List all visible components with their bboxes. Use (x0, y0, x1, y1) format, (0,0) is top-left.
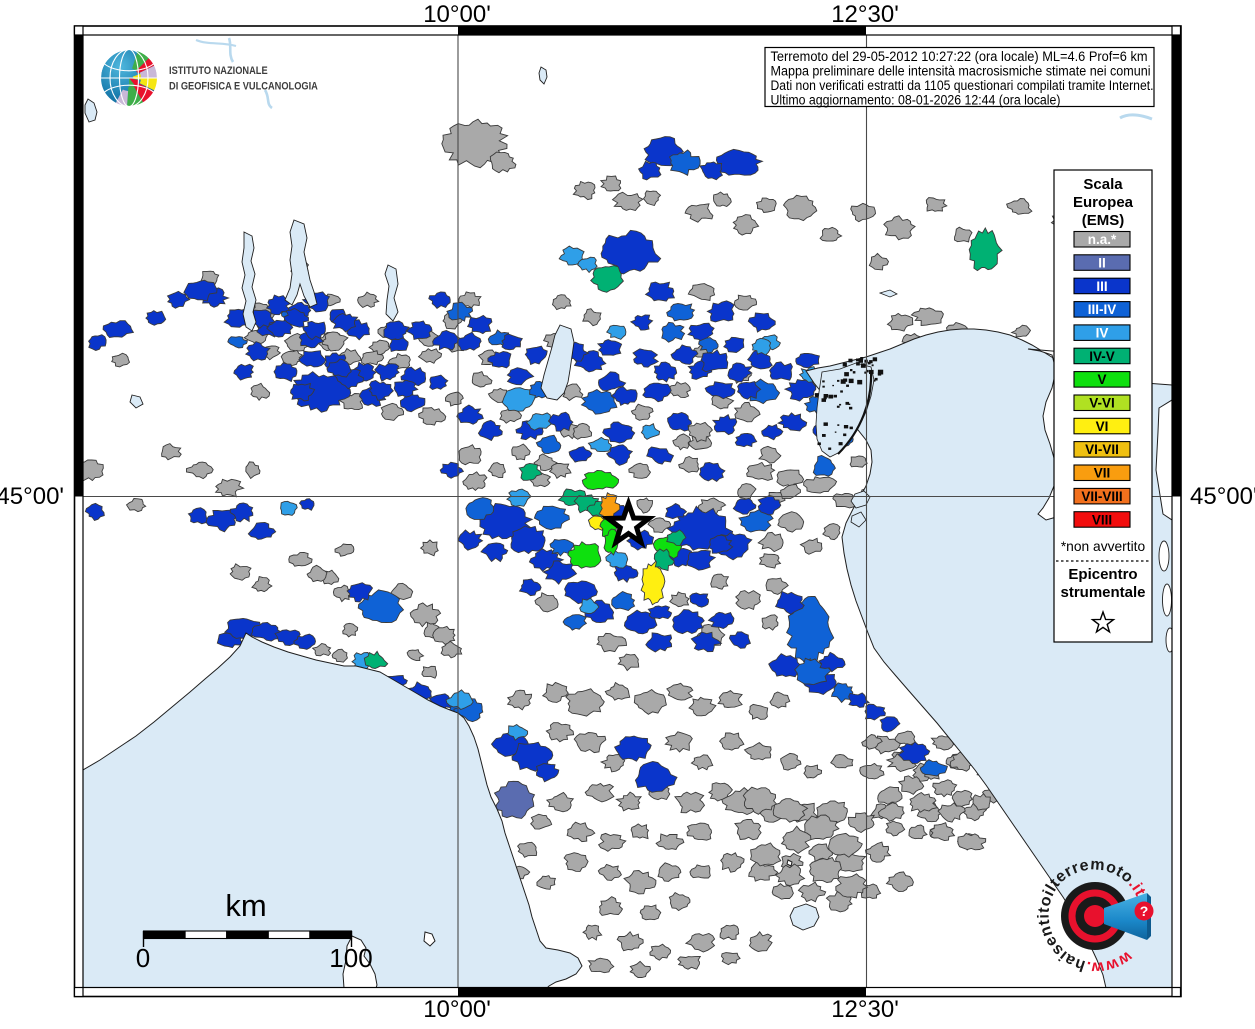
svg-text:km: km (225, 888, 266, 923)
svg-text:Dati non verificati estratti d: Dati non verificati estratti da 1105 que… (771, 78, 1154, 93)
svg-text:10°00': 10°00' (423, 996, 491, 1023)
svg-text:12°30': 12°30' (831, 996, 899, 1023)
svg-text:10°00': 10°00' (423, 1, 491, 28)
svg-text:VII-VIII: VII-VIII (1081, 489, 1122, 504)
svg-text:12°30': 12°30' (831, 1, 899, 28)
svg-text:ISTITUTO NAZIONALE: ISTITUTO NAZIONALE (169, 65, 268, 77)
svg-text:45°00': 45°00' (1190, 483, 1255, 510)
svg-text:VI: VI (1096, 419, 1109, 434)
svg-text:II: II (1098, 255, 1106, 270)
svg-text:VII: VII (1094, 466, 1111, 481)
svg-text:VI-VII: VI-VII (1085, 442, 1119, 457)
svg-text:0: 0 (136, 943, 150, 973)
svg-text:45°00': 45°00' (0, 483, 64, 510)
svg-text:Scala: Scala (1083, 176, 1123, 193)
svg-text:(EMS): (EMS) (1082, 212, 1125, 229)
svg-text:IV: IV (1096, 326, 1109, 341)
svg-text:n.a.*: n.a.* (1088, 232, 1117, 247)
svg-text:VIII: VIII (1092, 512, 1112, 527)
svg-text:Ultimo aggiornamento: 08-01-20: Ultimo aggiornamento: 08-01-2026 12:44 (… (771, 93, 1061, 108)
svg-text:?: ? (1140, 903, 1149, 919)
svg-text:Mappa preliminare delle intens: Mappa preliminare delle intensità macros… (771, 64, 1151, 79)
svg-text:III-IV: III-IV (1088, 302, 1117, 317)
svg-text:IV-V: IV-V (1089, 349, 1115, 364)
svg-text:III: III (1096, 279, 1107, 294)
svg-text:V-VI: V-VI (1089, 396, 1115, 411)
svg-text:Terremoto del 29-05-2012 10:27: Terremoto del 29-05-2012 10:27:22 (ora l… (771, 49, 1148, 64)
svg-text:strumentale: strumentale (1060, 584, 1145, 601)
svg-text:*non avvertito: *non avvertito (1061, 539, 1146, 554)
svg-text:DI GEOFISICA E VULCANOLOGIA: DI GEOFISICA E VULCANOLOGIA (169, 81, 318, 93)
svg-text:Epicentro: Epicentro (1068, 566, 1137, 583)
svg-text:Europea: Europea (1073, 194, 1134, 211)
svg-text:100: 100 (329, 943, 372, 973)
svg-text:V: V (1097, 372, 1106, 387)
